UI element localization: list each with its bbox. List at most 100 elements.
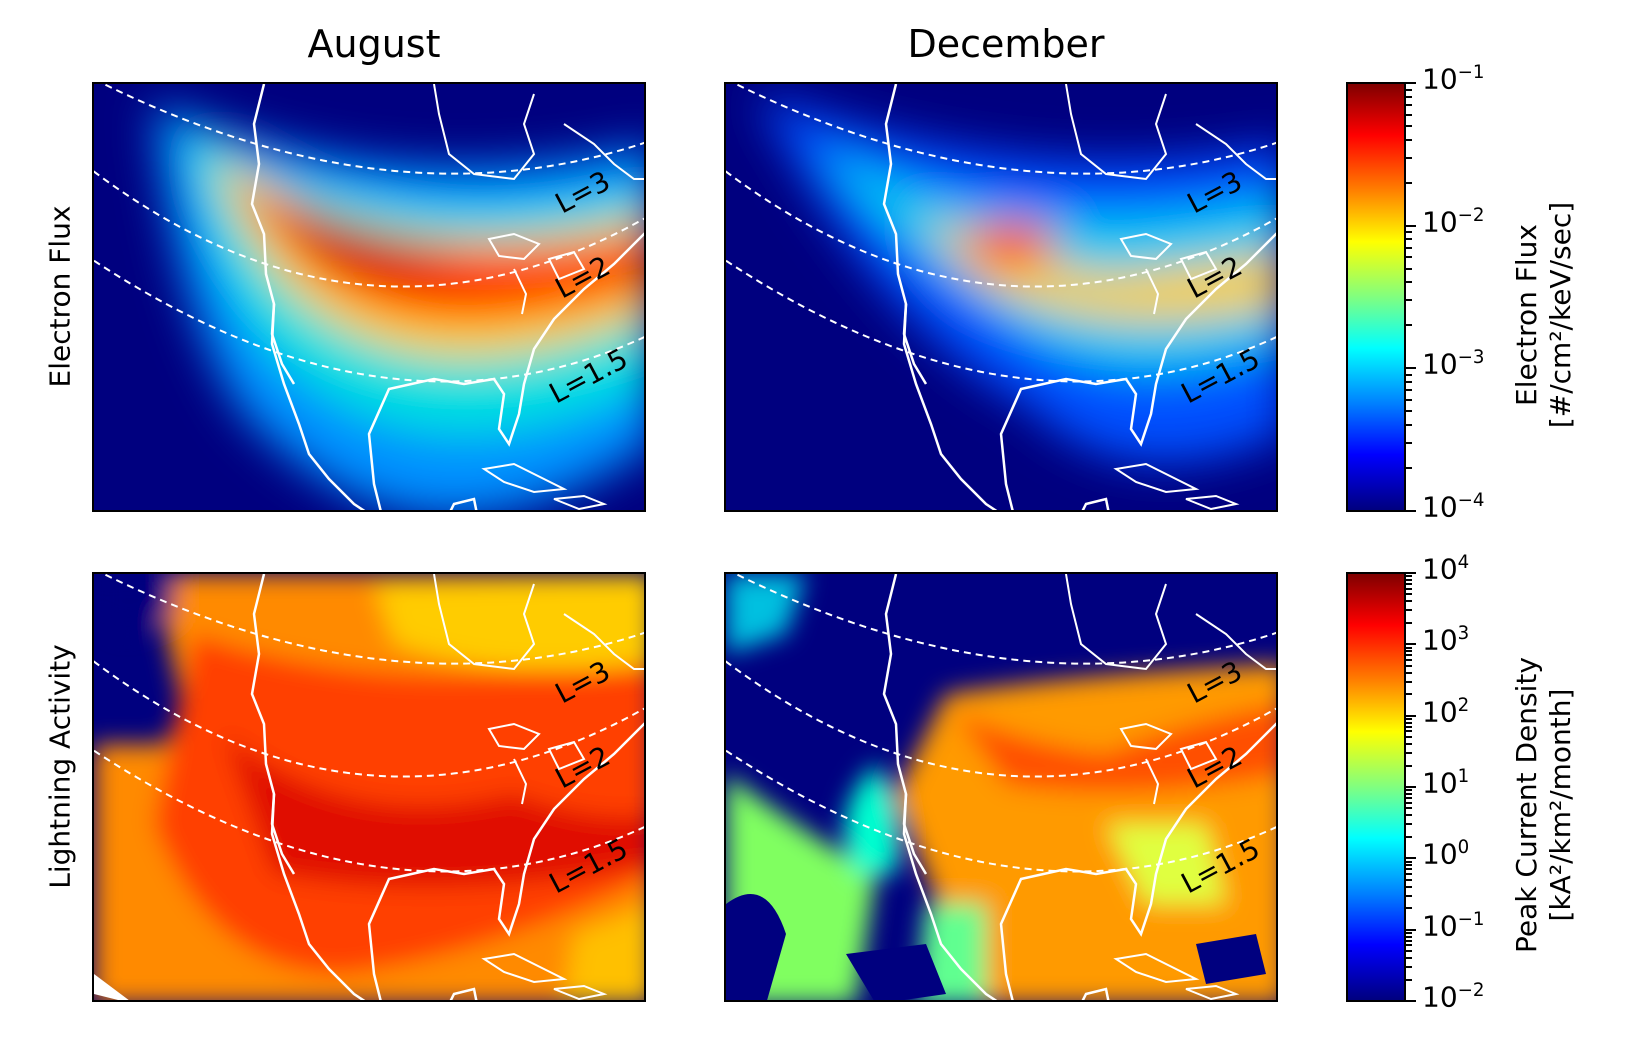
- colorbar-tick-mark: [1406, 857, 1416, 860]
- colorbar-lightning-label-line2: [kA²/km²/month]: [1544, 688, 1577, 922]
- colorbar-minor-tick: [1406, 764, 1412, 767]
- colorbar-minor-tick: [1406, 587, 1412, 590]
- colorbar-tick-mark: [1406, 928, 1416, 931]
- colorbar-tick-label: 10−2: [1422, 980, 1485, 1014]
- colorbar-tick-label: 10−3: [1422, 347, 1485, 381]
- colorbar-minor-tick: [1406, 885, 1412, 888]
- colorbar-minor-tick: [1406, 600, 1412, 603]
- column-title-december: December: [907, 22, 1105, 66]
- colorbar-tick-label: 102: [1422, 694, 1470, 728]
- colorbar-minor-tick: [1406, 878, 1412, 881]
- colorbar-minor-tick: [1406, 95, 1412, 98]
- colorbar-minor-tick: [1406, 299, 1412, 302]
- colorbar-minor-tick: [1406, 950, 1412, 953]
- map-august-lightning-activity: L=3 L=2 L=1.5: [92, 572, 646, 1002]
- colorbar-minor-tick: [1406, 246, 1412, 249]
- colorbar-minor-tick: [1406, 113, 1412, 116]
- colorbar-minor-tick: [1406, 267, 1412, 270]
- colorbar-tick-label: 10−1: [1422, 62, 1485, 96]
- map-december-electron-flux: L=3 L=2 L=1.5: [724, 82, 1278, 512]
- map-august-electron-flux: L=3 L=2 L=1.5: [92, 82, 646, 512]
- colorbar-minor-tick: [1406, 789, 1412, 792]
- colorbar-tick-label: 10−1: [1422, 908, 1485, 942]
- colorbar-minor-tick: [1406, 823, 1412, 826]
- colorbar-flux-label-line2: [#/cm²/keV/sec]: [1544, 201, 1577, 429]
- colorbar-electron-flux-label: Electron Flux [#/cm²/keV/sec]: [1510, 145, 1580, 485]
- colorbar-minor-tick: [1406, 138, 1412, 141]
- colorbar-minor-tick: [1406, 965, 1412, 968]
- colorbar-minor-tick: [1406, 978, 1412, 981]
- colorbar-minor-tick: [1406, 907, 1412, 910]
- colorbar-minor-tick: [1406, 814, 1412, 817]
- colorbar-minor-tick: [1406, 873, 1412, 876]
- colorbar-minor-tick: [1406, 931, 1412, 934]
- colorbar-minor-tick: [1406, 650, 1412, 653]
- colorbar-minor-tick: [1406, 939, 1412, 942]
- colorbar-minor-tick: [1406, 935, 1412, 938]
- column-title-august: August: [307, 22, 441, 66]
- colorbar-minor-tick: [1406, 807, 1412, 810]
- colorbar-minor-tick: [1406, 743, 1412, 746]
- colorbar-minor-tick: [1406, 725, 1412, 728]
- colorbar-peak-current-density: [1346, 572, 1406, 1002]
- colorbar-minor-tick: [1406, 424, 1412, 427]
- colorbar-minor-tick: [1406, 324, 1412, 327]
- colorbar-tick-mark: [1406, 82, 1416, 84]
- colorbar-tick-mark: [1406, 224, 1416, 227]
- colorbar-minor-tick: [1406, 957, 1412, 960]
- colorbar-tick-label: 100: [1422, 837, 1470, 871]
- colorbar-tick-mark: [1406, 643, 1416, 646]
- colorbar-minor-tick: [1406, 621, 1412, 624]
- colorbar-tick-mark: [1406, 1000, 1416, 1002]
- colorbar-minor-tick: [1406, 156, 1412, 159]
- colorbar-tick-mark: [1406, 367, 1416, 370]
- colorbar-minor-tick: [1406, 373, 1412, 376]
- colorbar-minor-tick: [1406, 664, 1412, 667]
- colorbar-minor-tick: [1406, 575, 1412, 578]
- colorbar-minor-tick: [1406, 868, 1412, 871]
- colorbar-tick-mark: [1406, 714, 1416, 717]
- colorbar-minor-tick: [1406, 751, 1412, 754]
- row-label-electron-flux: Electron Flux: [43, 205, 77, 388]
- colorbar-minor-tick: [1406, 835, 1412, 838]
- colorbar-minor-tick: [1406, 944, 1412, 947]
- colorbar-minor-tick: [1406, 680, 1412, 683]
- colorbar-minor-tick: [1406, 398, 1412, 401]
- colorbar-tick-mark: [1406, 786, 1416, 788]
- colorbar-minor-tick: [1406, 730, 1412, 733]
- colorbar-minor-tick: [1406, 181, 1412, 184]
- colorbar-minor-tick: [1406, 864, 1412, 867]
- colorbar-minor-tick: [1406, 124, 1412, 127]
- colorbar-minor-tick: [1406, 583, 1412, 586]
- colorbar-minor-tick: [1406, 646, 1412, 649]
- colorbar-tick-label: 10−4: [1422, 490, 1485, 524]
- colorbar-minor-tick: [1406, 381, 1412, 384]
- colorbar-minor-tick: [1406, 238, 1412, 241]
- map-december-lightning-activity: L=3 L=2 L=1.5: [724, 572, 1278, 1002]
- colorbar-minor-tick: [1406, 104, 1412, 107]
- colorbar-minor-tick: [1406, 593, 1412, 596]
- colorbar-minor-tick: [1406, 797, 1412, 800]
- colorbar-minor-tick: [1406, 389, 1412, 392]
- row-label-lightning-activity: Lightning Activity: [43, 644, 77, 889]
- colorbar-flux-label-line1: Electron Flux: [1510, 224, 1543, 406]
- colorbar-minor-tick: [1406, 659, 1412, 662]
- colorbar-minor-tick: [1406, 801, 1412, 804]
- colorbar-electron-flux: [1346, 82, 1406, 512]
- colorbar-tick-mark: [1406, 572, 1416, 574]
- colorbar-minor-tick: [1406, 281, 1412, 284]
- colorbar-minor-tick: [1406, 441, 1412, 444]
- colorbar-minor-tick: [1406, 894, 1412, 897]
- colorbar-minor-tick: [1406, 717, 1412, 720]
- colorbar-minor-tick: [1406, 693, 1412, 696]
- colorbar-tick-label: 10−2: [1422, 204, 1485, 238]
- colorbar-minor-tick: [1406, 736, 1412, 739]
- colorbar-minor-tick: [1406, 410, 1412, 413]
- colorbar-minor-tick: [1406, 792, 1412, 795]
- colorbar-lightning-label-line1: Peak Current Density: [1510, 657, 1543, 953]
- colorbar-minor-tick: [1406, 721, 1412, 724]
- colorbar-minor-tick: [1406, 654, 1412, 657]
- colorbar-tick-label: 103: [1422, 623, 1470, 657]
- colorbar-minor-tick: [1406, 231, 1412, 234]
- colorbar-minor-tick: [1406, 88, 1412, 91]
